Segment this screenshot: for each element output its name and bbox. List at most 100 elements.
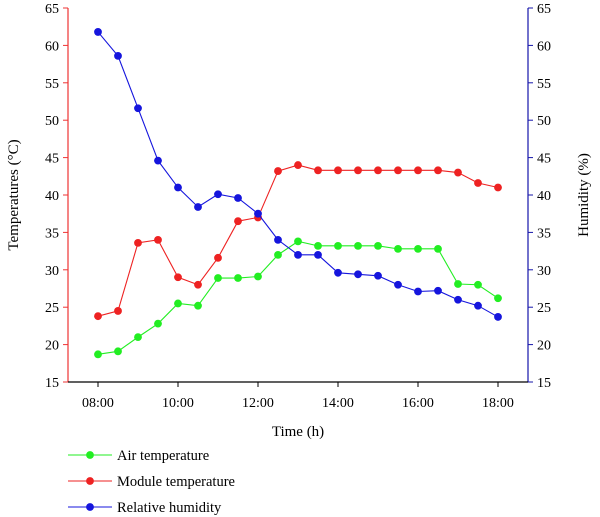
x-tick-label: 14:00 xyxy=(322,396,354,411)
data-point xyxy=(134,238,142,247)
data-point xyxy=(154,319,162,328)
data-point xyxy=(214,274,222,282)
data-point xyxy=(374,271,382,280)
left-tick-label: 20 xyxy=(45,339,59,354)
data-point xyxy=(474,280,482,289)
right-tick-label: 15 xyxy=(537,376,551,391)
legend-swatch-marker xyxy=(86,451,94,459)
left-tick-label: 30 xyxy=(45,264,59,279)
data-point xyxy=(494,294,502,303)
legend-label: Module temperature xyxy=(117,474,235,490)
left-axis-title: Temperatures (°C) xyxy=(6,139,22,250)
x-tick-label: 08:00 xyxy=(82,396,114,411)
data-point xyxy=(414,244,422,253)
data-point xyxy=(314,250,322,259)
data-point xyxy=(274,235,282,244)
data-point xyxy=(254,272,262,281)
data-point xyxy=(214,253,222,262)
data-point xyxy=(174,183,182,192)
data-point xyxy=(354,270,362,279)
data-point xyxy=(394,244,402,253)
data-point xyxy=(414,166,422,175)
data-point xyxy=(294,250,302,259)
data-point xyxy=(394,280,402,289)
data-point xyxy=(274,167,282,175)
data-point xyxy=(294,161,302,169)
right-tick-label: 40 xyxy=(537,189,551,204)
left-tick-label: 60 xyxy=(45,39,59,54)
data-point xyxy=(294,237,302,246)
right-tick-label: 55 xyxy=(537,77,551,92)
right-tick-label: 25 xyxy=(537,301,551,316)
data-point xyxy=(434,286,442,295)
data-point xyxy=(134,333,142,342)
left-tick-label: 50 xyxy=(45,114,59,129)
right-tick-label: 65 xyxy=(537,2,551,17)
data-point xyxy=(374,241,382,250)
data-point xyxy=(374,166,382,175)
x-axis-title: Time (h) xyxy=(272,424,324,440)
legend-label: Relative humidity xyxy=(117,500,222,516)
left-tick-label: 35 xyxy=(45,226,59,241)
right-tick-label: 50 xyxy=(537,114,551,129)
data-point xyxy=(174,299,182,308)
series-line-2 xyxy=(97,31,499,318)
x-tick-label: 10:00 xyxy=(162,396,194,411)
data-point xyxy=(154,235,162,244)
data-point xyxy=(354,166,362,175)
data-point xyxy=(94,350,102,359)
data-point xyxy=(454,168,462,177)
left-tick-label: 55 xyxy=(45,77,59,92)
data-point xyxy=(94,28,102,36)
data-point xyxy=(334,268,342,277)
data-point xyxy=(254,209,262,218)
data-point xyxy=(194,301,202,310)
data-point xyxy=(394,166,402,175)
data-point xyxy=(354,241,362,250)
data-point xyxy=(114,347,122,356)
legend-swatch-marker xyxy=(86,477,94,485)
data-point xyxy=(474,301,482,310)
data-point xyxy=(454,280,462,288)
legend-swatch-marker xyxy=(86,503,94,511)
right-axis-title: Humidity (%) xyxy=(576,153,592,237)
left-tick-label: 45 xyxy=(45,152,59,167)
right-tick-label: 20 xyxy=(537,339,551,354)
data-point xyxy=(94,312,102,321)
data-point xyxy=(274,250,282,259)
data-point xyxy=(454,295,462,304)
data-point xyxy=(114,51,122,60)
legend-label: Air temperature xyxy=(117,448,209,464)
right-tick-label: 30 xyxy=(537,264,551,279)
data-point xyxy=(494,313,502,321)
data-point xyxy=(154,156,162,165)
data-point xyxy=(234,274,242,282)
right-tick-label: 45 xyxy=(537,152,551,167)
right-tick-label: 35 xyxy=(537,226,551,241)
left-tick-label: 25 xyxy=(45,301,59,316)
data-point xyxy=(334,241,342,250)
data-point xyxy=(134,104,142,113)
data-point xyxy=(494,183,502,192)
data-point xyxy=(314,166,322,175)
data-point xyxy=(194,280,202,289)
data-point xyxy=(114,307,122,315)
left-tick-label: 15 xyxy=(45,376,59,391)
data-point xyxy=(434,244,442,253)
data-point xyxy=(234,217,242,226)
x-tick-label: 12:00 xyxy=(242,396,274,411)
data-point xyxy=(214,190,222,199)
right-tick-label: 60 xyxy=(537,39,551,54)
data-point xyxy=(314,241,322,250)
data-point xyxy=(434,166,442,175)
x-tick-label: 16:00 xyxy=(402,396,434,411)
left-tick-label: 40 xyxy=(45,189,59,204)
data-point xyxy=(414,287,422,296)
data-point xyxy=(174,273,182,282)
data-point xyxy=(334,166,342,175)
x-tick-label: 18:00 xyxy=(482,396,514,411)
data-point xyxy=(474,179,482,187)
left-tick-label: 65 xyxy=(45,2,59,17)
